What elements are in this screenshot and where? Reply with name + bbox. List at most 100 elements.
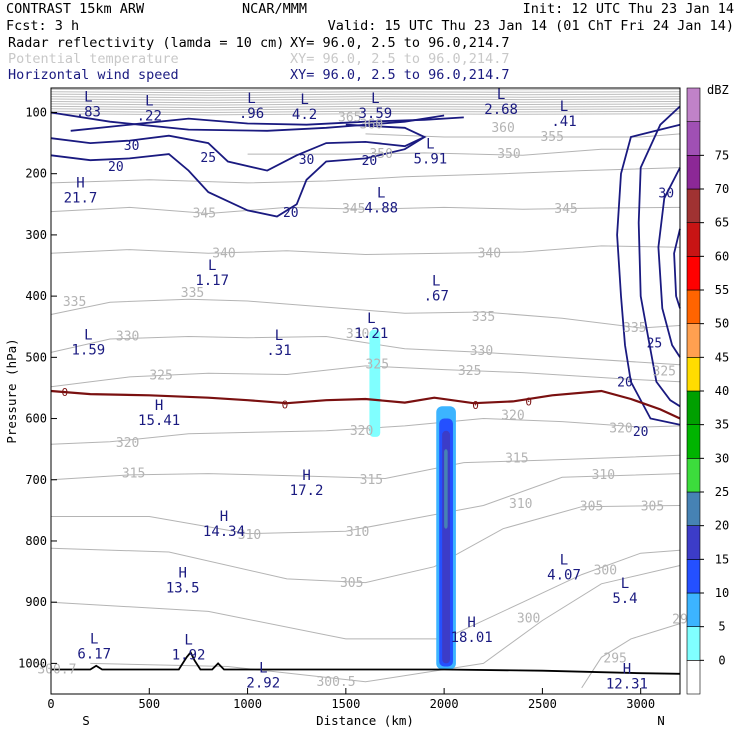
extremum-type-7: L bbox=[560, 99, 568, 115]
theta-contour-packed-5 bbox=[50, 98, 681, 101]
theta-contour-packed-7 bbox=[50, 103, 681, 106]
theta-contour-packed-4 bbox=[50, 96, 681, 99]
theta-label-2: 360 bbox=[360, 118, 383, 133]
extremum-type-21: L bbox=[621, 576, 629, 592]
colorbar-label-6: 25 bbox=[715, 485, 729, 499]
extremum-value-4: 4.2 bbox=[292, 107, 317, 123]
theta-label-18: 330 bbox=[470, 344, 493, 359]
x-tick-label-7: 3000 bbox=[626, 697, 655, 711]
y-tick-label-2: 200 bbox=[25, 167, 47, 181]
extremum-value-13: 1.21 bbox=[355, 326, 389, 342]
theta-contour-packed-2 bbox=[50, 91, 681, 94]
extremum-type-25: L bbox=[259, 660, 267, 676]
theta-label-27: 315 bbox=[122, 467, 145, 482]
theta-contour-9 bbox=[90, 565, 681, 683]
theta-contours bbox=[50, 88, 681, 689]
theta-label-25: 320 bbox=[609, 421, 632, 436]
extremum-type-11: L bbox=[208, 258, 216, 274]
wind-speed-label-1: 30 bbox=[124, 139, 140, 154]
colorbar-swatch-17 bbox=[686, 121, 701, 156]
extremum-value-2: .22 bbox=[137, 109, 162, 125]
colorbar-label-1: 0 bbox=[718, 653, 725, 667]
colorbar-swatch-14 bbox=[686, 222, 701, 257]
y-tick-label-6: 600 bbox=[25, 412, 47, 426]
colorbar-label-5: 20 bbox=[715, 519, 729, 533]
freezing-level-label-2: 0 bbox=[282, 398, 289, 411]
theta-label-19: 325 bbox=[149, 369, 172, 384]
colorbar-swatch-5 bbox=[686, 525, 701, 560]
extremum-value-5: 3.59 bbox=[358, 106, 392, 122]
freezing-level-label-4: 0 bbox=[525, 395, 532, 408]
colorbar: dBZ 0 5 10 15 20 25 30 35 40 45 50 55 60 65 70 75 bbox=[686, 83, 729, 695]
field-2-name: Potential temperature bbox=[8, 51, 179, 67]
extremum-type-10: L bbox=[377, 185, 385, 201]
theta-contour-7 bbox=[50, 505, 681, 584]
extremum-value-11: 1.17 bbox=[195, 273, 229, 289]
plot-frame bbox=[50, 87, 681, 695]
extremum-value-20: 4.07 bbox=[547, 568, 581, 584]
colorbar-swatch-1 bbox=[686, 660, 701, 695]
extremum-value-10: 4.88 bbox=[364, 200, 398, 216]
x-tick-label-6: 2500 bbox=[528, 697, 557, 711]
colorbar-units: dBZ bbox=[707, 83, 729, 97]
theta-label-22: 325 bbox=[653, 364, 676, 379]
wind-speed-label-10: 20 bbox=[633, 425, 649, 440]
theta-label-10: 340 bbox=[212, 246, 235, 261]
theta-label-28: 315 bbox=[360, 473, 383, 488]
colorbar-swatch-7 bbox=[686, 458, 701, 493]
extremum-value-24: 1.92 bbox=[172, 647, 206, 663]
x-end-north: N bbox=[657, 713, 665, 728]
theta-label-20: 325 bbox=[366, 358, 389, 373]
colorbar-label-14: 65 bbox=[715, 216, 729, 230]
wind-speed-label-8: 25 bbox=[647, 336, 663, 351]
y-tick-label-8: 800 bbox=[25, 534, 47, 548]
x-end-south: S bbox=[82, 713, 90, 728]
theta-label-41: 300.7 bbox=[37, 663, 76, 678]
y-tick-label-3: 300 bbox=[25, 228, 47, 242]
forecast-hour: Fcst: 3 h bbox=[6, 18, 79, 34]
extremum-value-22: 18.01 bbox=[451, 630, 493, 646]
theta-label-17: 330 bbox=[346, 327, 369, 342]
theta-label-6: 350 bbox=[497, 147, 520, 162]
colorbar-swatch-3 bbox=[686, 592, 701, 627]
extremum-value-23: 6.17 bbox=[77, 647, 111, 663]
wind-contour-1 bbox=[50, 111, 445, 132]
theta-label-9: 345 bbox=[554, 202, 577, 217]
header: CONTRAST 15km ARW NCAR/MMM Init: 12 UTC … bbox=[6, 1, 734, 83]
theta-label-7: 345 bbox=[193, 206, 216, 221]
init-time: Init: 12 UTC Thu 23 Jan 14 bbox=[523, 1, 734, 17]
freezing-level-contour bbox=[50, 389, 681, 420]
extremum-value-26: 12.31 bbox=[606, 677, 648, 693]
valid-time: Valid: 15 UTC Thu 23 Jan 14 (01 ChT Fri … bbox=[328, 18, 734, 34]
theta-contour-packed-8 bbox=[50, 105, 681, 109]
wind-speed-label-5: 20 bbox=[362, 154, 378, 169]
theta-label-40: 295 bbox=[603, 651, 626, 666]
wind-speed-label-9: 20 bbox=[617, 375, 633, 390]
theta-label-23: 320 bbox=[350, 424, 373, 439]
theta-label-37: 300 bbox=[594, 563, 617, 578]
extremum-type-15: L bbox=[84, 327, 92, 343]
extremum-value-8: 5.91 bbox=[414, 151, 448, 167]
extremum-type-16: H bbox=[155, 398, 163, 414]
field-2-xy: XY= 96.0, 2.5 to 96.0,214.7 bbox=[290, 51, 509, 67]
colorbar-label-2: 5 bbox=[718, 620, 725, 634]
extremum-type-3: L bbox=[247, 91, 255, 107]
model-title: CONTRAST 15km ARW bbox=[6, 1, 145, 17]
theta-contour-packed-6 bbox=[50, 100, 681, 104]
y-tick-label-10: 1000 bbox=[18, 656, 47, 670]
theta-contour-6 bbox=[51, 473, 681, 535]
colorbar-swatch-12 bbox=[686, 289, 701, 324]
theta-label-33: 310 bbox=[238, 528, 261, 543]
theta-label-11: 340 bbox=[478, 246, 501, 261]
theta-label-42: 300.5 bbox=[316, 675, 355, 690]
wind-speed-label-6: 20 bbox=[283, 206, 299, 221]
extremum-value-25: 2.92 bbox=[246, 675, 280, 691]
extremum-type-24: L bbox=[184, 632, 192, 648]
theta-contour-11 bbox=[50, 206, 681, 215]
colorbar-swatch-2 bbox=[686, 626, 701, 661]
x-tick-label-2: 500 bbox=[138, 697, 160, 711]
theta-contour-packed-10 bbox=[50, 110, 681, 114]
extremum-type-6: L bbox=[497, 87, 505, 103]
theta-label-4: 355 bbox=[540, 130, 563, 145]
field-3-name: Horizontal wind speed bbox=[8, 67, 179, 83]
